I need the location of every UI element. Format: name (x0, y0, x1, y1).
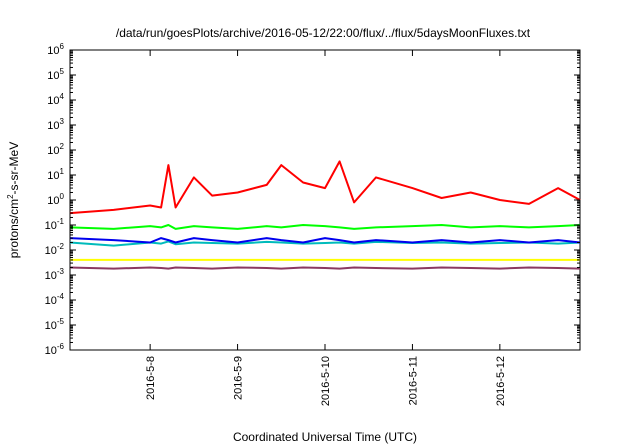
x-tick-label: 2016-5-12 (495, 356, 507, 406)
chart-title: /data/run/goesPlots/archive/2016-05-12/2… (116, 26, 531, 40)
y-tick-base: 10 (45, 295, 57, 307)
y-tick-exp: 1 (60, 167, 65, 176)
y-axis-label-exp: 2 (6, 194, 15, 199)
y-tick-label: 10-6 (45, 342, 65, 357)
series-layer (69, 160, 581, 270)
y-tick-label: 10-2 (45, 242, 65, 257)
y-tick-base: 10 (47, 45, 59, 57)
ticks-layer: 10610510410310210110010-110-210-310-410-… (45, 42, 580, 406)
y-tick-label: 101 (47, 167, 64, 182)
y-tick-label: 10-4 (45, 292, 65, 307)
x-axis-label: Coordinated Universal Time (UTC) (233, 430, 417, 444)
y-tick-label: 10-3 (45, 267, 65, 282)
y-tick-exp: 0 (60, 192, 65, 201)
y-tick-base: 10 (45, 220, 57, 232)
y-axis-label-tail: -s-sr-MeV (7, 142, 21, 195)
y-tick-exp: -3 (57, 267, 65, 276)
y-tick-base: 10 (47, 95, 59, 107)
x-tick-label: 2016-5-9 (233, 356, 245, 400)
y-tick-base: 10 (47, 145, 59, 157)
y-tick-label: 105 (47, 67, 64, 82)
y-tick-exp: -5 (57, 317, 65, 326)
y-tick-exp: 2 (60, 142, 65, 151)
y-tick-base: 10 (45, 270, 57, 282)
y-tick-base: 10 (47, 170, 59, 182)
y-tick-exp: 6 (60, 42, 65, 51)
y-tick-label: 10-1 (45, 217, 65, 232)
y-tick-base: 10 (45, 345, 57, 357)
y-axis-label: protons/cm2-s-sr-MeV (6, 142, 21, 258)
series-line (69, 160, 581, 215)
x-tick-label: 2016-5-8 (145, 356, 157, 400)
y-tick-exp: 3 (60, 117, 65, 126)
y-tick-label: 100 (47, 192, 64, 207)
y-tick-base: 10 (47, 120, 59, 132)
y-tick-exp: 4 (60, 92, 65, 101)
series-line (69, 237, 581, 244)
series-line (69, 240, 581, 247)
y-tick-exp: -2 (57, 242, 65, 251)
y-tick-base: 10 (47, 195, 59, 207)
y-tick-exp: -4 (57, 292, 65, 301)
y-tick-label: 106 (47, 42, 64, 57)
x-tick-label: 2016-5-11 (407, 356, 419, 405)
y-tick-label: 102 (47, 142, 64, 157)
y-tick-base: 10 (45, 320, 57, 332)
x-tick-label: 2016-5-10 (320, 356, 332, 406)
y-tick-exp: -6 (57, 342, 65, 351)
y-tick-exp: 5 (60, 67, 65, 76)
y-tick-exp: -1 (57, 217, 65, 226)
y-tick-base: 10 (45, 245, 57, 257)
series-line (69, 266, 581, 270)
series-line (69, 224, 581, 230)
y-axis-label-main: protons/cm (7, 199, 21, 258)
y-tick-label: 103 (47, 117, 64, 132)
y-tick-base: 10 (47, 70, 59, 82)
y-tick-label: 10-5 (45, 317, 65, 332)
y-tick-label: 104 (47, 92, 64, 107)
